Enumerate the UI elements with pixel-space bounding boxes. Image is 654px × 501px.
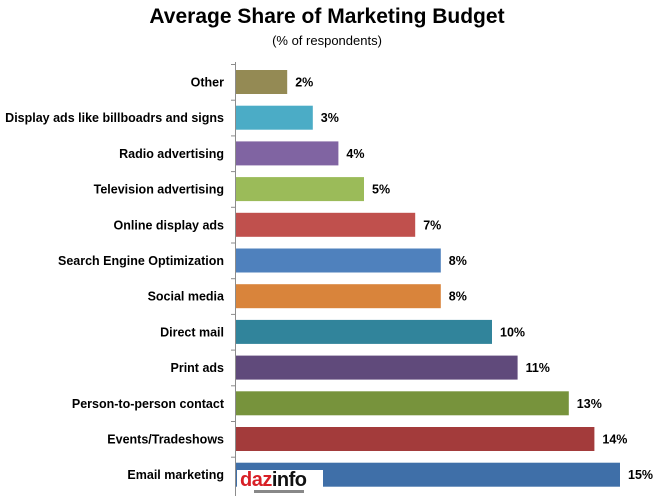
bar-7 xyxy=(236,319,492,344)
value-label: 8% xyxy=(449,254,467,268)
category-label: Online display ads xyxy=(114,218,224,232)
bar-6 xyxy=(236,284,441,309)
value-label: 11% xyxy=(526,361,550,375)
dazeinfo-logo: dazinfo xyxy=(237,470,323,497)
category-label: Television advertising xyxy=(94,183,224,197)
value-label: 2% xyxy=(295,76,313,90)
logo-wordmark: dazinfo xyxy=(240,469,307,491)
bar-10 xyxy=(236,427,595,451)
value-label: 10% xyxy=(500,325,525,339)
bar-4 xyxy=(236,212,416,237)
value-label: 15% xyxy=(628,468,653,482)
value-label: 5% xyxy=(372,183,390,197)
value-label: 14% xyxy=(602,433,627,447)
bar-0 xyxy=(236,70,288,94)
category-label: Search Engine Optimization xyxy=(58,254,224,268)
bar-2 xyxy=(236,141,339,166)
category-label: Person-to-person contact xyxy=(72,397,225,411)
value-label: 3% xyxy=(321,111,339,125)
category-label: Direct mail xyxy=(160,325,224,339)
logo-tagline xyxy=(254,490,304,493)
bar-3 xyxy=(236,177,364,202)
bar-8 xyxy=(236,355,518,380)
value-label: 8% xyxy=(449,290,467,304)
chart-subtitle: (% of respondents) xyxy=(272,33,382,48)
value-label: 13% xyxy=(577,397,602,411)
bar-5 xyxy=(236,248,441,273)
category-label: Email marketing xyxy=(127,468,224,482)
category-label: Display ads like billboadrs and signs xyxy=(5,111,224,125)
category-label: Print ads xyxy=(171,361,225,375)
bar-9 xyxy=(236,391,569,416)
category-label: Events/Tradeshows xyxy=(107,433,224,447)
bar-1 xyxy=(236,105,313,130)
chart-title: Average Share of Marketing Budget xyxy=(149,5,505,28)
category-label: Other xyxy=(191,76,224,90)
value-label: 4% xyxy=(346,147,364,161)
category-label: Social media xyxy=(148,290,225,304)
category-label: Radio advertising xyxy=(119,147,224,161)
value-label: 7% xyxy=(423,218,441,232)
